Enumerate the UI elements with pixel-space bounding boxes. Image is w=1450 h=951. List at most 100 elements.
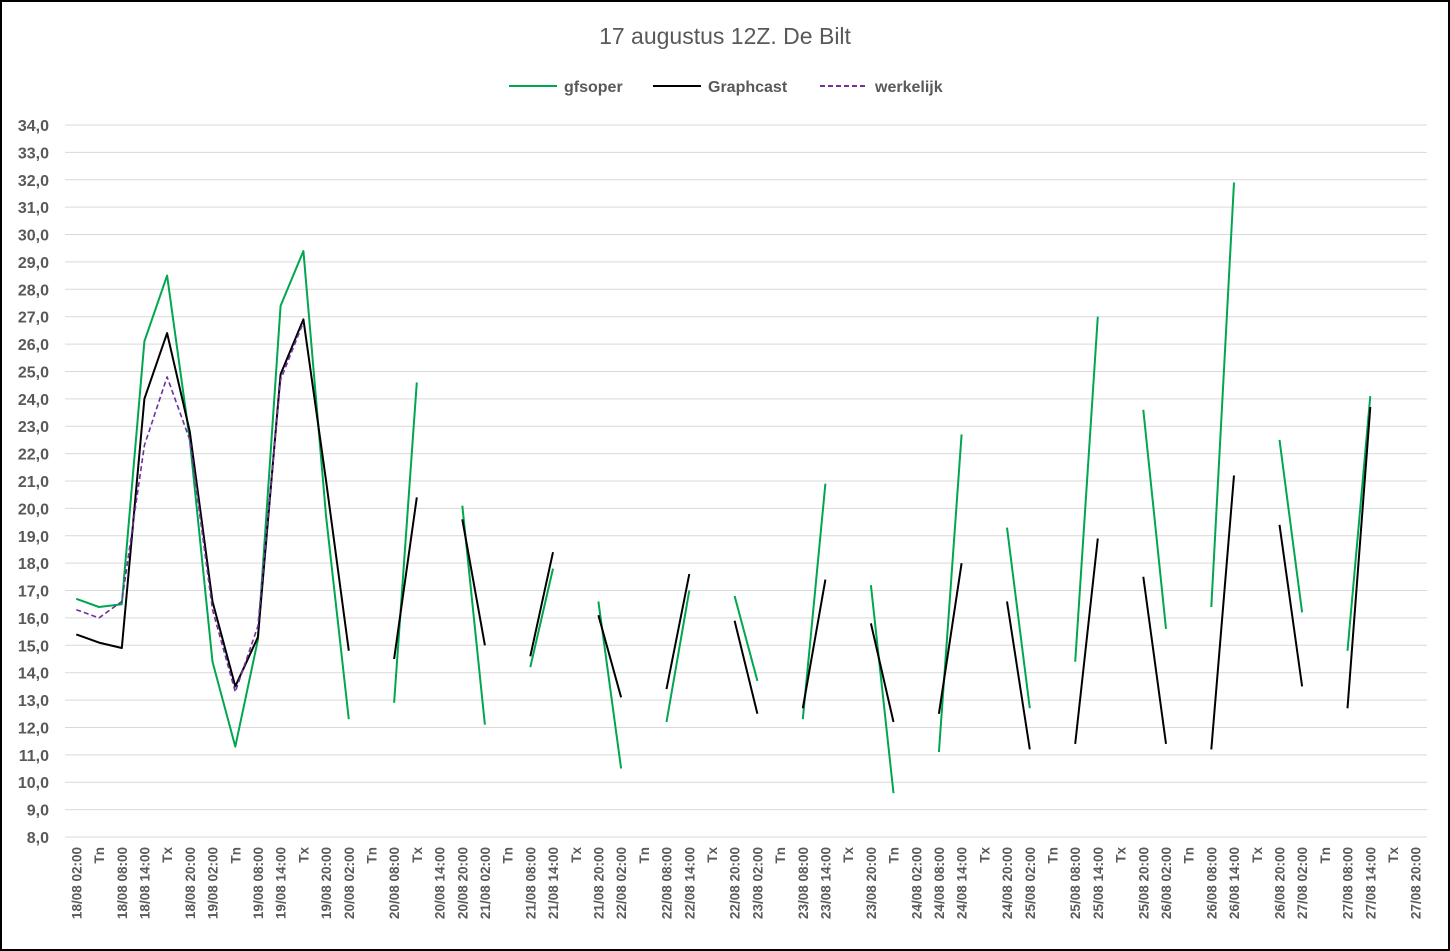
series-segment [801, 483, 827, 720]
y-tick-label: 20,0 [18, 501, 49, 518]
series-segment [733, 620, 759, 715]
series-segment [461, 519, 486, 646]
series-segment [529, 568, 554, 668]
x-tick-label: Tn [773, 847, 788, 864]
x-tick-label: 25/08 14:00 [1091, 847, 1106, 919]
x-tick-label: Tx [296, 847, 311, 863]
x-tick-label: 26/08 02:00 [1159, 847, 1174, 919]
y-tick-label: 11,0 [19, 748, 49, 765]
series-segment [1210, 475, 1235, 750]
x-tick-label: 23/08 14:00 [818, 847, 833, 919]
y-tick-label: 18,0 [18, 556, 49, 573]
series-segment [665, 573, 691, 690]
series-segment [1006, 527, 1031, 709]
x-tick-label: 26/08 20:00 [1272, 847, 1287, 919]
x-tick-label: Tx [1250, 847, 1265, 863]
legend-label: gfsoper [564, 79, 623, 96]
x-tick-label: Tn [1318, 847, 1333, 864]
x-tick-label: 27/08 02:00 [1295, 847, 1310, 919]
y-tick-label: 21,0 [18, 474, 49, 491]
series-segment [733, 595, 759, 682]
x-tick-label: 25/08 02:00 [1023, 847, 1038, 919]
x-tick-label: Tx [410, 847, 425, 863]
y-tick-label: 30,0 [18, 228, 49, 245]
series-segment [1074, 538, 1099, 745]
series-segment [1346, 407, 1372, 709]
x-tick-label: Tx [1386, 847, 1401, 863]
legend-label: werkelijk [874, 79, 943, 96]
y-tick-label: 34,0 [18, 118, 49, 135]
x-tick-label: 20/08 02:00 [342, 847, 357, 919]
x-tick-label: Tn [1045, 847, 1060, 864]
x-tick-label: 24/08 20:00 [1000, 847, 1015, 919]
y-tick-label: 9,0 [27, 803, 49, 820]
legend-label: Graphcast [708, 79, 788, 96]
x-tick-label: Tx [841, 847, 856, 863]
x-tick-label: 25/08 08:00 [1068, 847, 1083, 919]
series-segment [1278, 524, 1304, 687]
x-tick-label: 22/08 02:00 [614, 847, 629, 919]
series-segment [597, 614, 623, 698]
x-tick-label: 22/08 20:00 [728, 847, 743, 919]
series-segment [1142, 409, 1167, 630]
x-tick-label: 27/08 20:00 [1409, 847, 1424, 919]
x-tick-label: Tn [364, 847, 379, 864]
y-tick-label: 8,0 [27, 830, 49, 847]
x-tick-label: 27/08 14:00 [1363, 847, 1378, 919]
x-tick-label: 21/08 14:00 [546, 847, 561, 919]
y-tick-label: 22,0 [18, 447, 49, 464]
x-tick-label: Tn [1182, 847, 1197, 864]
x-tick-label: Tn [637, 847, 652, 864]
legend-item-werkelijk: werkelijk [820, 79, 943, 96]
y-tick-label: 15,0 [18, 638, 49, 655]
x-tick-label: Tx [569, 847, 584, 863]
x-tick-label: 24/08 14:00 [955, 847, 970, 919]
y-tick-label: 16,0 [18, 611, 49, 628]
x-tick-label: Tn [501, 847, 516, 864]
x-tick-label: 18/08 02:00 [69, 847, 84, 919]
y-tick-label: 14,0 [18, 666, 49, 683]
x-tick-label: 24/08 02:00 [909, 847, 924, 919]
x-tick-label: 21/08 20:00 [591, 847, 606, 919]
y-tick-label: 13,0 [18, 693, 49, 710]
x-tick-label: Tx [977, 847, 992, 863]
legend-item-graphcast: Graphcast [653, 79, 788, 96]
series-werkelijk [76, 321, 305, 693]
x-tick-label: 18/08 20:00 [183, 847, 198, 919]
series-segment [1278, 439, 1304, 613]
x-tick-label: 25/08 20:00 [1136, 847, 1151, 919]
y-tick-label: 32,0 [18, 173, 49, 190]
x-tick-label: 19/08 02:00 [206, 847, 221, 919]
y-tick-label: 33,0 [18, 145, 49, 162]
x-tick-label: Tx [160, 847, 175, 863]
x-tick-label: Tx [705, 847, 720, 863]
x-tick-label: 23/08 08:00 [796, 847, 811, 919]
y-tick-label: 19,0 [18, 529, 49, 546]
y-tick-label: 25,0 [18, 364, 49, 381]
series-segment [937, 563, 963, 714]
x-tick-label: Tn [887, 847, 902, 864]
x-tick-label: 20/08 20:00 [455, 847, 470, 919]
x-tick-label: 21/08 08:00 [523, 847, 538, 919]
x-tick-label: 26/08 14:00 [1227, 847, 1242, 919]
x-tick-label: 23/08 02:00 [750, 847, 765, 919]
y-tick-label: 12,0 [18, 720, 49, 737]
series-segment [869, 584, 895, 794]
series-graphcast [75, 318, 1372, 750]
x-tick-label: 20/08 14:00 [433, 847, 448, 919]
y-tick-label: 26,0 [18, 337, 49, 354]
series-segment [393, 382, 418, 703]
x-tick-label: 19/08 20:00 [319, 847, 334, 919]
series-segment [869, 623, 895, 723]
x-tick-label: 20/08 08:00 [387, 847, 402, 919]
y-tick-label: 27,0 [18, 310, 49, 327]
legend-item-gfsoper: gfsoper [509, 79, 623, 96]
series-segment [76, 321, 305, 693]
x-tick-label: 18/08 08:00 [115, 847, 130, 919]
legend: gfsoper Graphcast werkelijk [509, 79, 943, 96]
series-segment [1346, 396, 1372, 651]
y-tick-label: 24,0 [18, 392, 49, 409]
series-segment [1142, 576, 1167, 745]
